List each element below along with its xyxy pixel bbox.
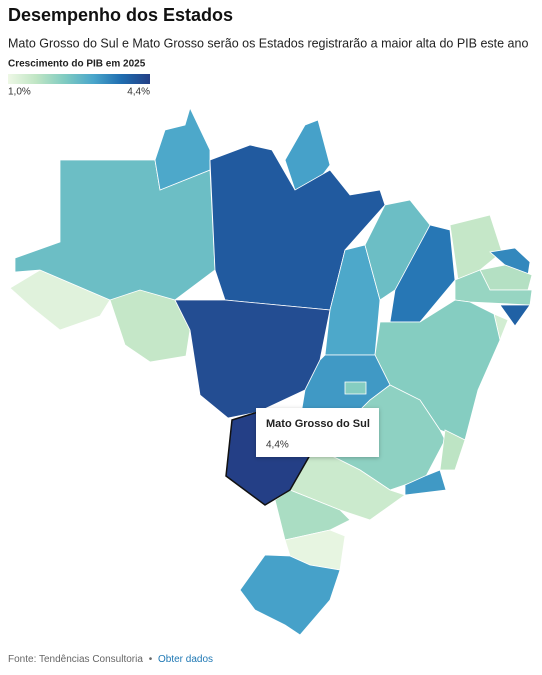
tooltip-box [256, 408, 379, 457]
tooltip-title: Mato Grosso do Sul [266, 418, 370, 430]
region [109, 289, 191, 363]
footer: Fonte: Tendências Consultoria • Obter da… [8, 654, 213, 665]
title: Desempenho dos Estados [8, 5, 233, 25]
region [154, 106, 211, 191]
region [344, 381, 367, 395]
tooltip: Mato Grosso do Sul 4,4% [256, 408, 379, 457]
region [174, 299, 331, 419]
map [9, 106, 533, 636]
legend-gradient [8, 74, 150, 84]
region [489, 247, 531, 276]
legend-label: 1,0% [8, 87, 31, 98]
separator: • [149, 654, 153, 665]
region [404, 469, 447, 496]
source: Fonte: Tendências Consultoria [8, 654, 143, 665]
legend-label: 4,4% [127, 87, 150, 98]
data-link[interactable]: Obter dados [158, 654, 213, 665]
tooltip-value: 4,4% [266, 440, 289, 451]
region [449, 214, 503, 281]
region [439, 429, 466, 471]
subtitle: Mato Grosso do Sul e Mato Grosso serão o… [8, 36, 528, 50]
legend-title: Crescimento do PIB em 2025 [8, 59, 146, 70]
region [499, 304, 531, 327]
region [239, 554, 341, 636]
